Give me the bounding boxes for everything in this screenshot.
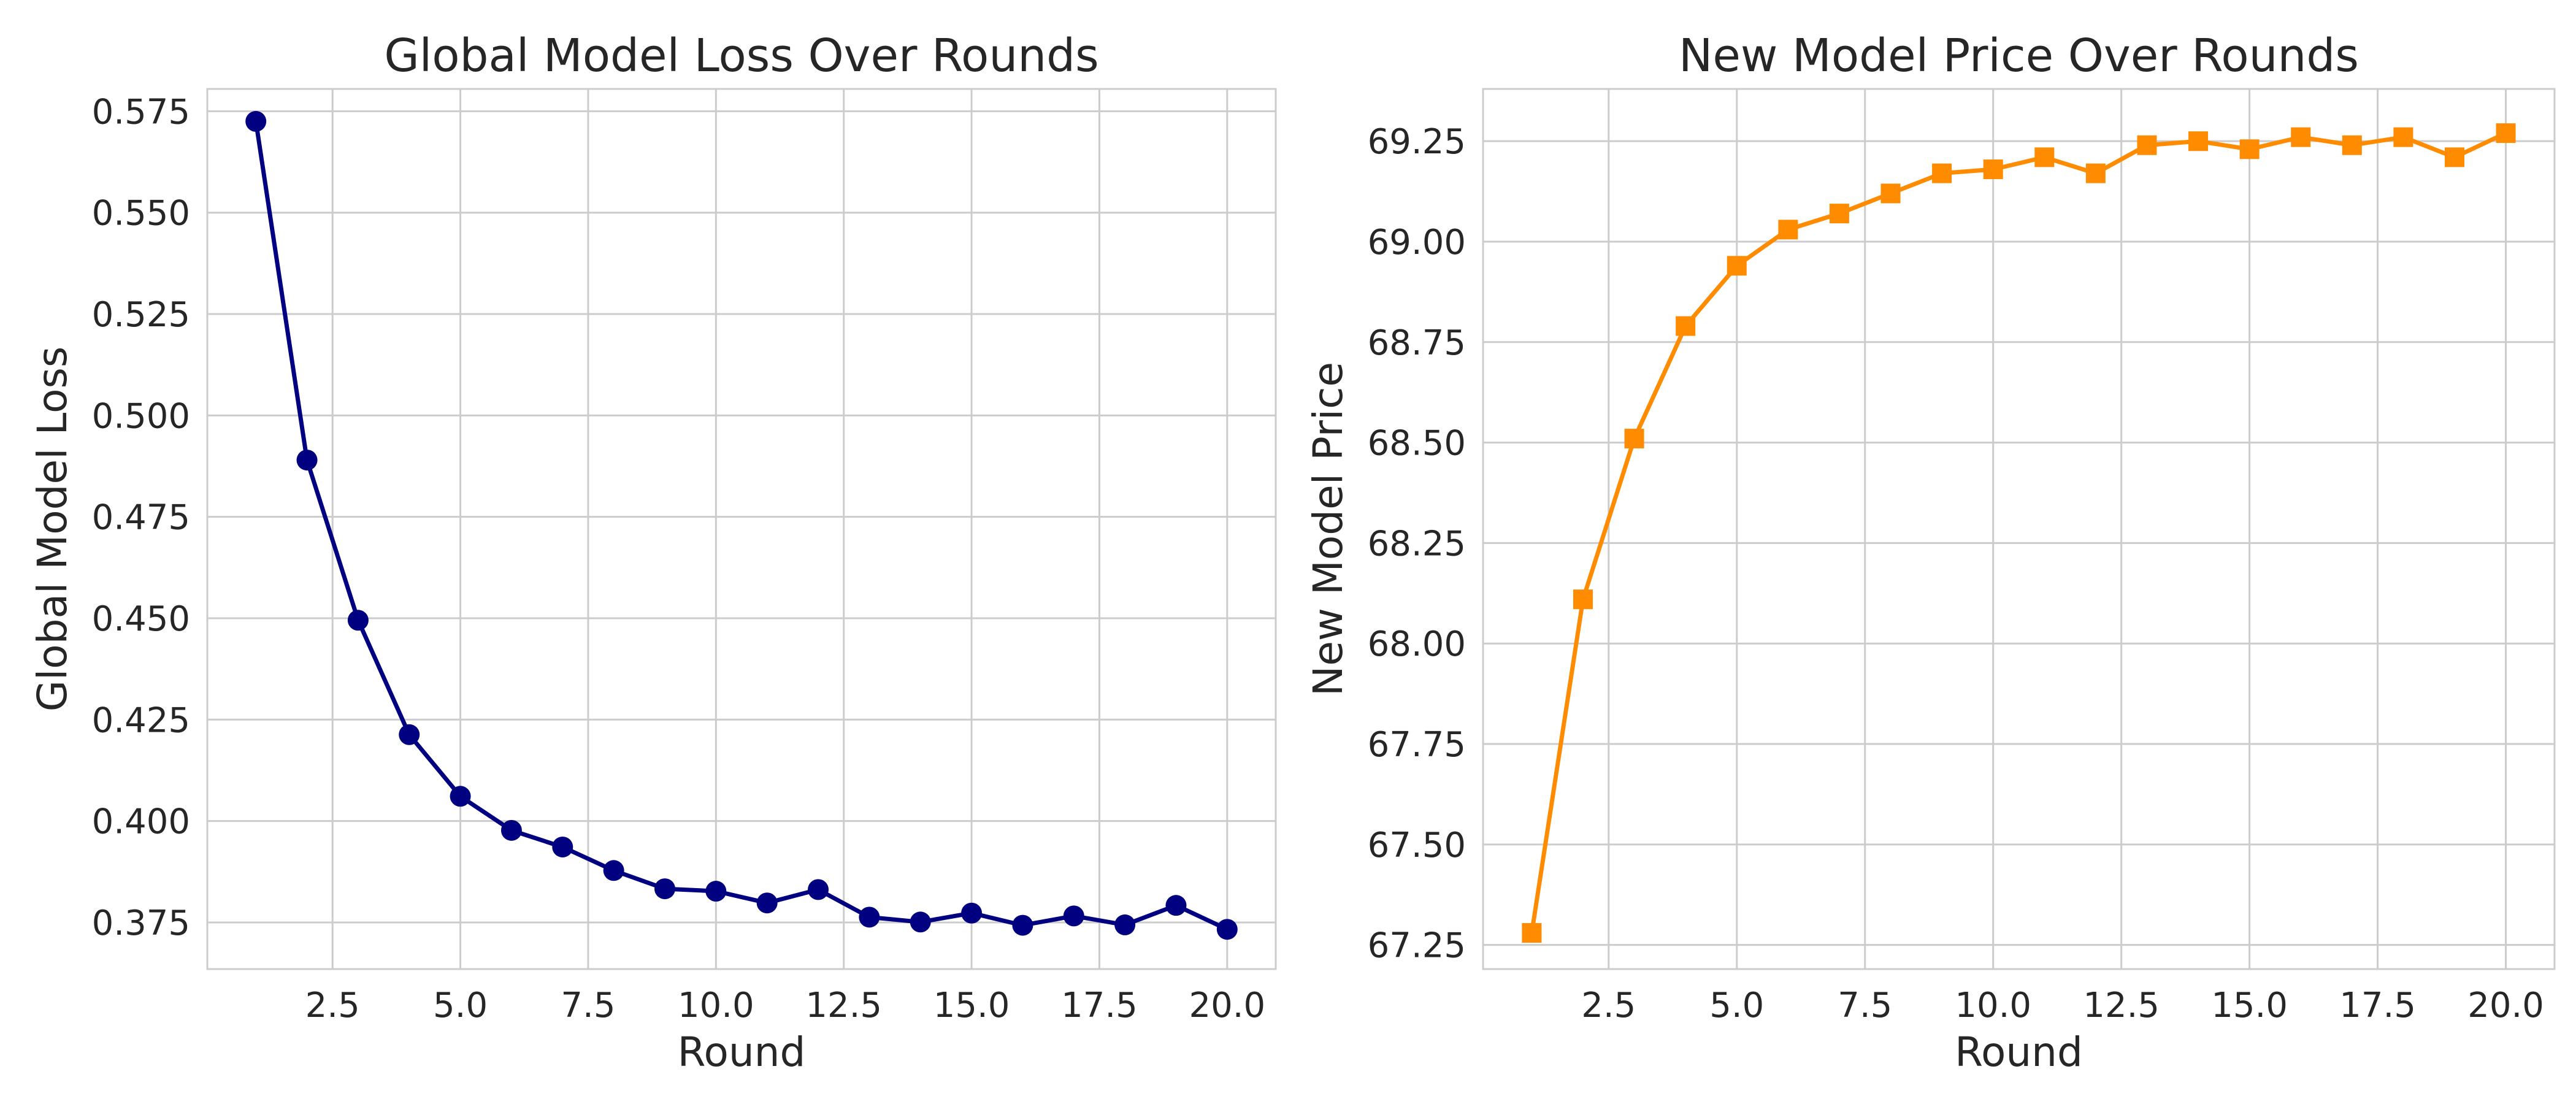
data-point <box>347 610 369 631</box>
data-point <box>1012 914 1033 936</box>
y-tick-label: 69.00 <box>1368 223 1466 263</box>
data-point <box>1829 204 1849 224</box>
y-tick-label: 67.50 <box>1368 826 1466 865</box>
x-tick-label: 2.5 <box>1581 986 1636 1025</box>
y-tick-label: 0.475 <box>92 498 190 538</box>
data-point <box>654 878 675 900</box>
x-tick-label: 10.0 <box>678 986 754 1025</box>
x-tick-label: 15.0 <box>2211 986 2288 1025</box>
y-axis-label: Global Model Loss <box>29 347 76 711</box>
data-point <box>1983 159 2003 180</box>
data-point <box>2291 127 2311 147</box>
data-point <box>2034 147 2055 167</box>
chart-title: New Model Price Over Rounds <box>1679 29 2359 82</box>
y-tick-label: 0.450 <box>92 599 190 639</box>
data-point <box>2393 127 2413 147</box>
y-tick-label: 0.550 <box>92 194 190 234</box>
data-point <box>296 450 318 471</box>
y-tick-label: 0.375 <box>92 903 190 943</box>
y-tick-label: 69.25 <box>1368 122 1466 162</box>
data-point <box>808 879 829 900</box>
data-point <box>2445 147 2465 167</box>
data-point <box>245 110 267 132</box>
y-tick-label: 0.400 <box>92 802 190 842</box>
data-point <box>1114 914 1136 935</box>
x-tick-label: 20.0 <box>2467 986 2544 1025</box>
x-tick-label: 7.5 <box>1838 986 1892 1025</box>
y-tick-label: 0.500 <box>92 396 190 436</box>
y-tick-label: 0.425 <box>92 700 190 740</box>
x-axis-label: Round <box>1955 1029 2083 1076</box>
y-tick-label: 0.525 <box>92 295 190 335</box>
data-point <box>2188 131 2209 151</box>
y-axis-label: New Model Price <box>1305 362 1352 696</box>
data-point <box>1216 919 1238 940</box>
data-point <box>1624 429 1644 449</box>
x-tick-label: 7.5 <box>561 986 615 1025</box>
data-point <box>1063 905 1084 927</box>
data-point <box>910 911 931 933</box>
data-point <box>2239 139 2260 159</box>
plot-area <box>206 88 1277 970</box>
x-tick-label: 12.5 <box>805 986 882 1025</box>
data-point <box>2085 163 2106 183</box>
data-point <box>1778 220 1798 240</box>
chart-panel-loss: 2.5 5.0 7.5 10.0 12.5 15.0 17.5 20.0 0.375 0.400 0… <box>29 29 1277 1076</box>
data-point <box>2342 135 2362 155</box>
chart-panel-price: 2.5 5.0 7.5 10.0 12.5 15.0 17.5 20.0 67.25 67.50 6… <box>1305 29 2556 1076</box>
data-point <box>500 819 522 841</box>
data-point <box>705 881 727 902</box>
data-point <box>1165 895 1187 916</box>
x-tick-label: 17.5 <box>1061 986 1138 1025</box>
data-point <box>961 902 983 924</box>
x-tick-label: 15.0 <box>933 986 1010 1025</box>
y-tick-label: 68.00 <box>1368 624 1466 664</box>
y-tick-label: 68.75 <box>1368 323 1466 363</box>
x-tick-label: 2.5 <box>305 986 360 1025</box>
plot-area <box>1482 88 2556 970</box>
y-tick-label: 0.575 <box>92 92 190 132</box>
x-tick-label: 10.0 <box>1955 986 2031 1025</box>
x-tick-label: 5.0 <box>433 986 488 1025</box>
data-point <box>1573 589 1593 610</box>
data-point <box>2137 135 2157 155</box>
data-point <box>603 860 624 881</box>
chart-title: Global Model Loss Over Rounds <box>384 29 1098 82</box>
x-tick-label: 5.0 <box>1709 986 1764 1025</box>
data-point <box>399 724 420 745</box>
data-point <box>1522 923 1542 943</box>
data-point <box>859 907 880 928</box>
data-point <box>552 836 573 857</box>
x-tick-label: 12.5 <box>2083 986 2160 1025</box>
data-point <box>1932 163 1952 183</box>
data-point <box>1880 183 1901 204</box>
y-tick-label: 67.75 <box>1368 725 1466 765</box>
data-point <box>450 786 471 807</box>
x-tick-label: 20.0 <box>1189 986 1265 1025</box>
x-axis-label: Round <box>678 1029 806 1076</box>
data-point <box>1727 256 1747 276</box>
data-point <box>1676 316 1696 336</box>
data-point <box>756 892 778 914</box>
x-tick-label: 17.5 <box>2339 986 2416 1025</box>
y-tick-label: 67.25 <box>1368 926 1466 966</box>
y-tick-label: 68.25 <box>1368 524 1466 564</box>
y-tick-label: 68.50 <box>1368 424 1466 464</box>
data-point <box>2496 123 2516 144</box>
